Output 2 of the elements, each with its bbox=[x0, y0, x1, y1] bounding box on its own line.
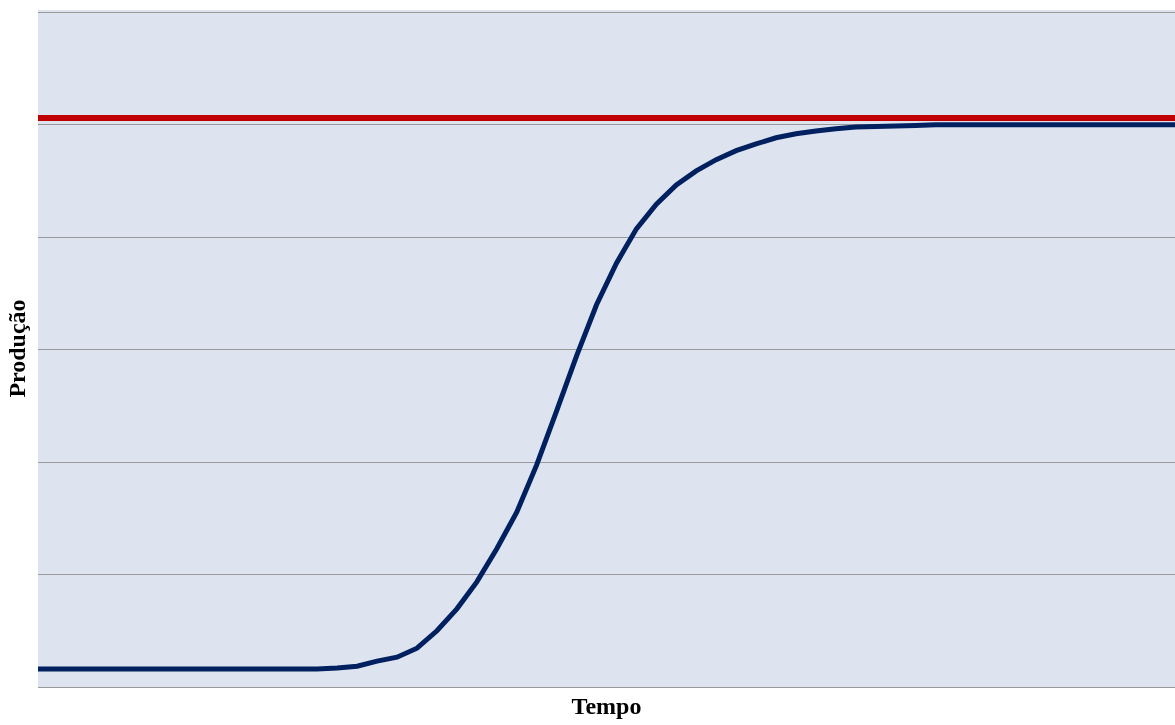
x-axis-title: Tempo bbox=[571, 693, 642, 720]
y-axis-title: Produção bbox=[4, 299, 31, 398]
